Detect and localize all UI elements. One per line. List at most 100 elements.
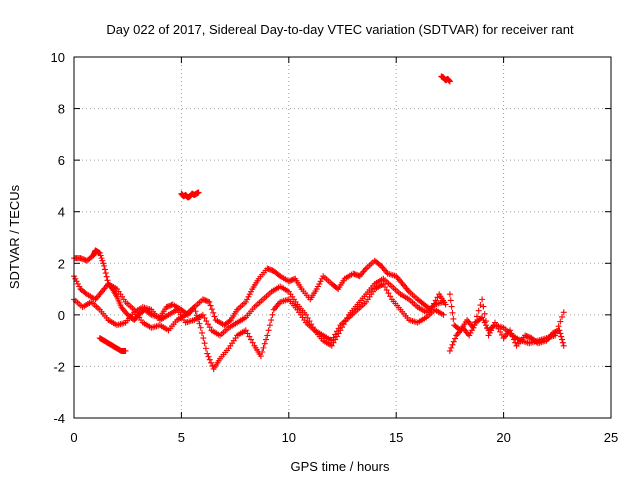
data-point [244,330,251,337]
data-point [313,286,320,293]
data-point [380,280,387,287]
data-point [559,339,566,346]
x-axis-label: GPS time / hours [291,459,390,474]
data-point [385,290,392,297]
data-point [103,273,110,280]
data-point [447,297,454,304]
data-point [466,332,473,339]
data-point [555,323,562,330]
y-tick-label: -4 [53,411,65,426]
data-point [226,318,233,325]
data-point [440,311,447,318]
data-point [481,319,488,326]
data-point [209,362,216,369]
data-point [497,328,504,335]
data-point [328,342,335,349]
data-point [247,336,254,343]
data-point [101,262,108,269]
data-point [196,320,203,327]
grid [74,57,611,418]
y-tick-label: 2 [58,256,65,271]
data-point [340,321,347,328]
data-point [266,322,273,329]
x-tick-label: 15 [389,430,403,445]
data-point [309,324,316,331]
data-point [560,342,567,349]
data-point [317,278,324,285]
data-point [387,293,394,300]
y-axis-label: SDTVAR / TECUs [7,184,22,289]
data-point [304,314,311,321]
y-tick-label: 6 [58,153,65,168]
data-point [96,249,103,256]
data-point [440,298,447,305]
data-point [197,324,204,331]
data-point [446,347,453,354]
y-tick-label: 0 [58,308,65,323]
data-point [332,336,339,343]
data-point [244,296,251,303]
data-point [344,314,351,321]
data-point [200,335,207,342]
data-point [308,321,315,328]
data-point [265,327,272,334]
data-point [449,341,456,348]
y-tick-label: -2 [53,359,65,374]
data-point [104,277,111,284]
data-point [559,313,566,320]
x-tick-label: 0 [70,430,77,445]
data-point [208,306,215,313]
data-point [337,327,344,334]
data-point [101,266,108,273]
data-point [448,344,455,351]
data-point [97,252,104,259]
data-point [206,298,213,305]
data-point [202,345,209,352]
data-point [203,318,210,325]
data-point [383,287,390,294]
data-point [242,327,249,334]
data-point [191,304,198,311]
axis-ticks: 0 5 10 15 20 25 -4 -2 0 2 4 6 8 10 [51,50,619,445]
data-point [72,275,79,282]
data-point [207,302,214,309]
data-point [259,348,266,355]
data-point [471,322,478,329]
data-point [205,321,212,328]
data-point [199,329,206,336]
data-point [559,336,566,343]
data-point [246,333,253,340]
y-tick-label: 4 [58,205,65,220]
data-point [560,309,567,316]
data-point [210,309,217,316]
data-point [306,318,313,325]
x-tick-label: 20 [496,430,510,445]
data-point [557,330,564,337]
data-point [558,333,565,340]
data-point [192,308,199,315]
data-point [201,314,208,321]
data-point [74,280,81,287]
y-tick-label: 8 [58,102,65,117]
data-point [448,303,455,310]
data-point [512,339,519,346]
data-point [263,336,270,343]
series-D [96,335,129,354]
data-point [264,332,271,339]
data-point [485,332,492,339]
data-point [82,290,89,297]
data-point [482,322,489,329]
plot-frame [73,56,612,419]
x-tick-label: 10 [282,430,296,445]
data-point [339,324,346,331]
data-point [76,283,83,290]
data-point [102,270,109,277]
data-point [247,288,254,295]
data-point [450,315,457,322]
data-point [260,344,267,351]
data-point [315,283,322,290]
data-point [100,260,107,267]
series-G [178,189,202,201]
data-point [553,327,560,334]
data-point [480,317,487,324]
